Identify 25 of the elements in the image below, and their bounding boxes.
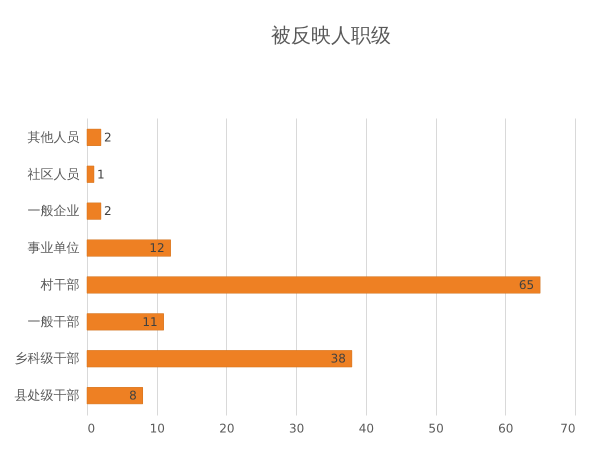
x-tick-label: 60 — [498, 422, 514, 436]
y-tick-label: 事业单位 — [28, 241, 80, 256]
y-tick-label: 县处级干部 — [14, 388, 80, 404]
y-tick-label: 村干部 — [40, 278, 80, 293]
y-tick-label: 一般企业 — [28, 204, 80, 220]
data-label: 2 — [104, 204, 112, 218]
x-tick-label: 40 — [358, 422, 374, 436]
chart-title: 被反映人职级 — [271, 25, 391, 47]
x-tick-label: 30 — [289, 422, 304, 436]
x-tick-label: 70 — [560, 422, 576, 436]
data-label: 8 — [129, 388, 137, 403]
y-tick-label: 乡科级干部 — [14, 352, 80, 367]
data-label: 2 — [104, 130, 112, 144]
x-tick-label: 50 — [428, 422, 444, 436]
data-label: 1 — [96, 167, 105, 182]
data-label: 65 — [518, 278, 534, 292]
x-tick-label: 20 — [219, 422, 235, 436]
y-tick-label: 其他人员 — [28, 130, 80, 146]
y-tick-label: 一般干部 — [28, 314, 80, 330]
x-tick-label: 10 — [150, 422, 165, 436]
y-tick-label: 社区人员 — [28, 167, 80, 182]
data-label: 11 — [142, 314, 158, 329]
data-label: 12 — [149, 241, 165, 256]
x-tick-label: 0 — [88, 422, 96, 436]
data-label: 38 — [330, 352, 346, 366]
